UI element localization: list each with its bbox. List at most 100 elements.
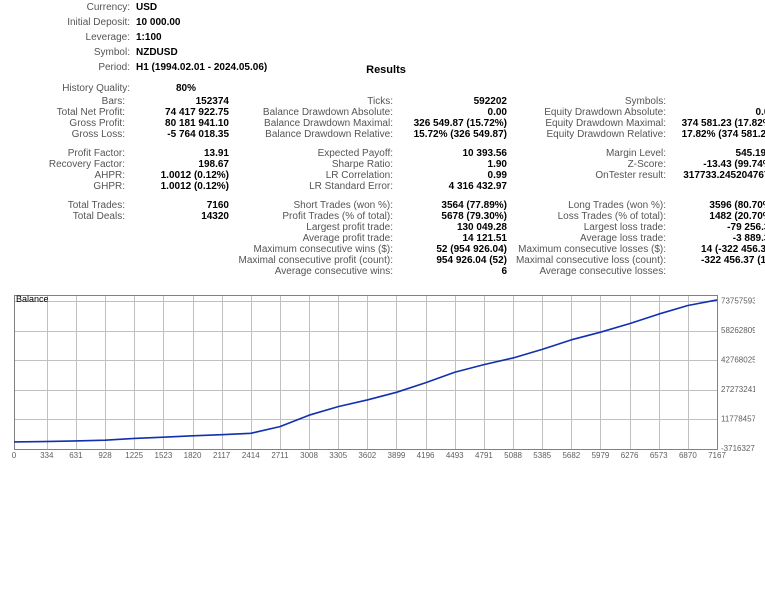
results-title: Results xyxy=(336,60,436,81)
stat-label: LR Correlation: xyxy=(233,170,397,181)
stat-label: Symbols: xyxy=(511,96,670,107)
stat-row: Average profit trade:14 121.51Average lo… xyxy=(10,233,755,244)
currency-label: Currency: xyxy=(10,0,134,15)
stat-label: Total Trades: xyxy=(10,200,129,211)
stat-label xyxy=(10,255,129,266)
stat-value: 1 xyxy=(670,96,765,107)
stat-label: Z-Score: xyxy=(511,159,670,170)
stat-value: 317733.2452047671 xyxy=(670,170,765,181)
stat-row: Recovery Factor:198.67Sharpe Ratio:1.90Z… xyxy=(10,159,755,170)
stat-value: 7160 xyxy=(129,200,233,211)
stat-label: Bars: xyxy=(10,96,129,107)
symbol-label: Symbol: xyxy=(10,45,134,60)
leverage-label: Leverage: xyxy=(10,30,134,45)
stat-label: Ticks: xyxy=(233,96,397,107)
stat-row: Gross Loss:-5 764 018.35Balance Drawdown… xyxy=(10,129,755,140)
stat-value xyxy=(670,181,765,192)
stat-row: Average consecutive wins:6Average consec… xyxy=(10,266,755,277)
stat-label: Largest loss trade: xyxy=(511,222,670,233)
stat-label xyxy=(10,266,129,277)
stat-value: 14 121.51 xyxy=(397,233,511,244)
stat-label: Equity Drawdown Absolute: xyxy=(511,107,670,118)
stat-value: 74 417 922.75 xyxy=(129,107,233,118)
stat-value: 954 926.04 (52) xyxy=(397,255,511,266)
stat-label: Gross Loss: xyxy=(10,129,129,140)
stat-value: 545.19% xyxy=(670,148,765,159)
stat-value: 130 049.28 xyxy=(397,222,511,233)
stat-value: 4 316 432.97 xyxy=(397,181,511,192)
stat-label: GHPR: xyxy=(10,181,129,192)
stat-label: Maximum consecutive wins ($): xyxy=(233,244,397,255)
stat-label: Short Trades (won %): xyxy=(233,200,397,211)
stat-label xyxy=(511,181,670,192)
stat-label: Loss Trades (% of total): xyxy=(511,211,670,222)
stat-value: 52 (954 926.04) xyxy=(397,244,511,255)
stat-label: Maximal consecutive loss (count): xyxy=(511,255,670,266)
stat-value: 5678 (79.30%) xyxy=(397,211,511,222)
stat-value: 198.67 xyxy=(129,159,233,170)
stat-value: 1.0012 (0.12%) xyxy=(129,170,233,181)
stat-value xyxy=(129,222,233,233)
stat-label: Gross Profit: xyxy=(10,118,129,129)
period-value: H1 (1994.02.01 - 2024.05.06) xyxy=(134,60,336,81)
stat-value: 1.90 xyxy=(397,159,511,170)
stat-value: 0.00 xyxy=(670,107,765,118)
stat-label: OnTester result: xyxy=(511,170,670,181)
stat-value: 14320 xyxy=(129,211,233,222)
stat-label: Balance Drawdown Absolute: xyxy=(233,107,397,118)
stat-value: 14 (-322 456.37) xyxy=(670,244,765,255)
stat-row: GHPR:1.0012 (0.12%)LR Standard Error:4 3… xyxy=(10,181,755,192)
stat-value: -5 764 018.35 xyxy=(129,129,233,140)
stat-value: 80 181 941.10 xyxy=(129,118,233,129)
stat-value xyxy=(129,244,233,255)
stat-row: Largest profit trade:130 049.28Largest l… xyxy=(10,222,755,233)
stat-value: -79 256.34 xyxy=(670,222,765,233)
stat-label: Maximum consecutive losses ($): xyxy=(511,244,670,255)
stat-label: Largest profit trade: xyxy=(233,222,397,233)
stat-label: Equity Drawdown Relative: xyxy=(511,129,670,140)
initial-deposit-value: 10 000.00 xyxy=(134,15,436,30)
stat-label: AHPR: xyxy=(10,170,129,181)
stat-label: Average consecutive wins: xyxy=(233,266,397,277)
stat-value: -322 456.37 (14) xyxy=(670,255,765,266)
stat-value: 592202 xyxy=(397,96,511,107)
stat-label: Average profit trade: xyxy=(233,233,397,244)
balance-chart: Balance xyxy=(10,291,755,466)
stat-label: Total Net Profit: xyxy=(10,107,129,118)
stat-value: 0.00 xyxy=(397,107,511,118)
stat-row: AHPR:1.0012 (0.12%)LR Correlation:0.99On… xyxy=(10,170,755,181)
stat-row: Gross Profit:80 181 941.10Balance Drawdo… xyxy=(10,118,755,129)
stat-label: Profit Factor: xyxy=(10,148,129,159)
stat-label: Average loss trade: xyxy=(511,233,670,244)
stat-label: Equity Drawdown Maximal: xyxy=(511,118,670,129)
stat-value: 3596 (80.70%) xyxy=(670,200,765,211)
stat-label: Balance Drawdown Relative: xyxy=(233,129,397,140)
stat-value: -13.43 (99.74%) xyxy=(670,159,765,170)
stat-value: -3 889.35 xyxy=(670,233,765,244)
balance-chart-canvas xyxy=(10,291,755,466)
stat-value: 15.72% (326 549.87) xyxy=(397,129,511,140)
currency-value: USD xyxy=(134,0,436,15)
stat-value: 1482 (20.70%) xyxy=(670,211,765,222)
stat-value: 0.99 xyxy=(397,170,511,181)
stat-label: LR Standard Error: xyxy=(233,181,397,192)
stat-label: Long Trades (won %): xyxy=(511,200,670,211)
stat-label: Balance Drawdown Maximal: xyxy=(233,118,397,129)
stat-label: Sharpe Ratio: xyxy=(233,159,397,170)
stat-value: 10 393.56 xyxy=(397,148,511,159)
stat-label: Total Deals: xyxy=(10,211,129,222)
history-quality-value: 80% xyxy=(134,81,196,96)
stat-value: 6 xyxy=(397,266,511,277)
stat-label: Profit Trades (% of total): xyxy=(233,211,397,222)
stat-row: Maximum consecutive wins ($):52 (954 926… xyxy=(10,244,755,255)
stat-row: Total Deals:14320Profit Trades (% of tot… xyxy=(10,211,755,222)
stat-row: Total Net Profit:74 417 922.75Balance Dr… xyxy=(10,107,755,118)
stat-label: Margin Level: xyxy=(511,148,670,159)
stat-label xyxy=(10,244,129,255)
stat-value: 152374 xyxy=(129,96,233,107)
stat-row: Maximal consecutive profit (count):954 9… xyxy=(10,255,755,266)
stat-value: 326 549.87 (15.72%) xyxy=(397,118,511,129)
stat-value: 3564 (77.89%) xyxy=(397,200,511,211)
stat-value: 1 xyxy=(670,266,765,277)
stat-value xyxy=(129,233,233,244)
